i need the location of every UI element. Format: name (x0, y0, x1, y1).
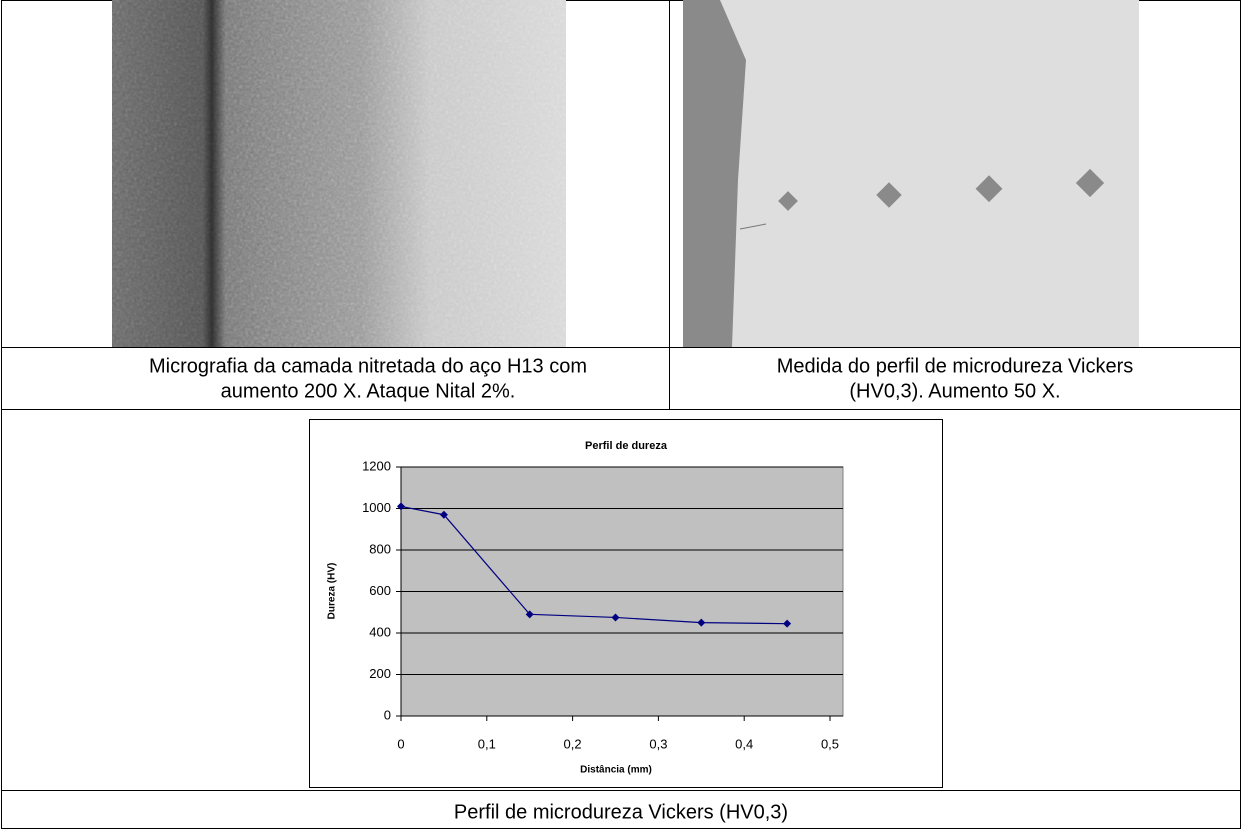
x-tick-label: 0,1 (478, 736, 496, 751)
x-tick-label: 0,3 (649, 736, 667, 751)
y-tick-label: 800 (369, 541, 391, 556)
x-tick-label: 0 (397, 736, 404, 751)
y-tick-label: 200 (369, 666, 391, 681)
hardness-indent-image (683, 0, 1139, 347)
chart-title: Perfil de dureza (585, 440, 668, 452)
x-tick-label: 0,2 (564, 736, 582, 751)
micrograph-image (112, 0, 566, 347)
y-axis-label: Dureza (HV) (327, 563, 338, 620)
caption-line: (HV0,3). Aumento 50 X. (849, 380, 1060, 402)
caption-line: Micrografia da camada nitretada do aço H… (149, 355, 587, 377)
caption-line: aumento 200 X. Ataque Nital 2%. (221, 380, 516, 402)
caption-line: Perfil de microdureza Vickers (HV0,3) (454, 801, 788, 823)
caption-line: Medida do perfil de microdureza Vickers (777, 355, 1133, 377)
y-tick-label: 1000 (362, 500, 391, 515)
x-tick-label: 0,4 (735, 736, 753, 751)
x-axis-label: Distância (mm) (580, 765, 652, 776)
page: Micrografia da camada nitretada do aço H… (0, 0, 1243, 831)
y-tick-label: 0 (384, 707, 391, 722)
y-tick-label: 1200 (362, 458, 391, 473)
y-tick-label: 600 (369, 583, 391, 598)
y-tick-label: 400 (369, 624, 391, 639)
x-tick-label: 0,5 (821, 736, 839, 751)
